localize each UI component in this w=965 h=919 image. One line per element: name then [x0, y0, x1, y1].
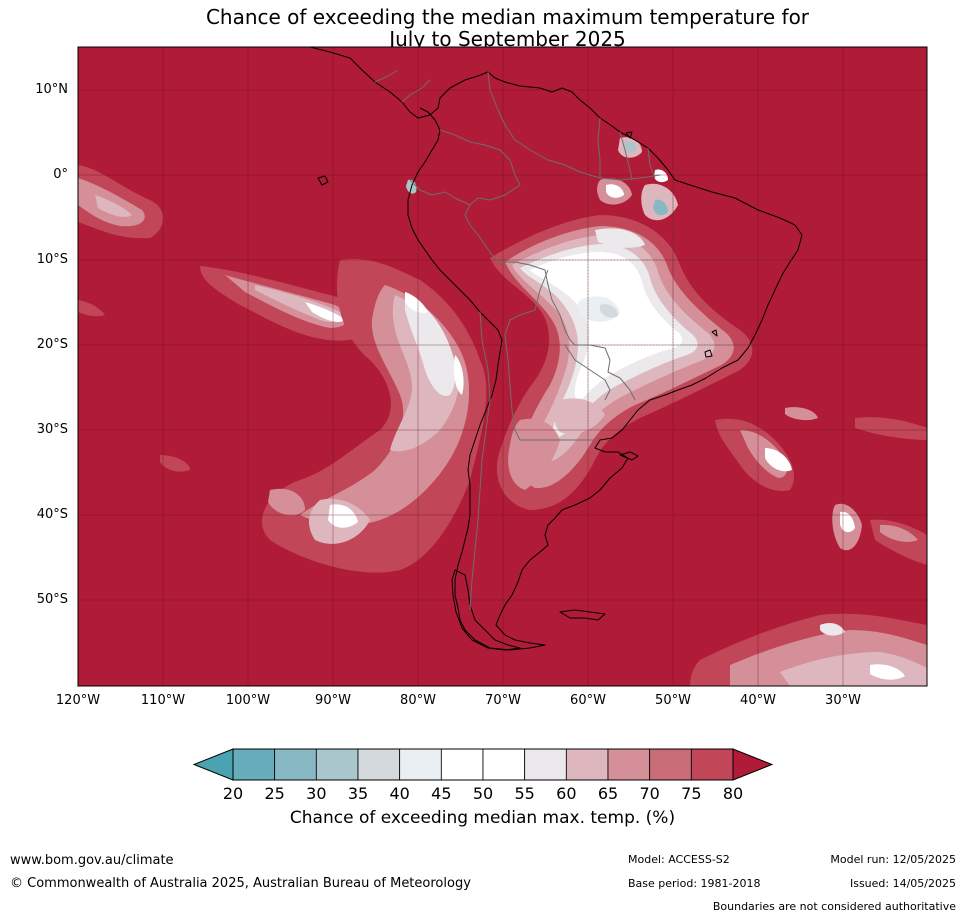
- map-background: [78, 47, 927, 686]
- longitude-label-50w: 50°W: [655, 693, 691, 708]
- colorbar-bin-50-55: [482, 748, 526, 781]
- colorbar-bin-60-65: [565, 748, 609, 781]
- colorbar-above-arrow: [732, 748, 774, 781]
- longitude-label-80w: 80°W: [400, 693, 436, 708]
- colorbar-tick-label: 60: [556, 784, 577, 803]
- colorbar: [192, 748, 774, 781]
- map-title-line-2: July to September 2025: [389, 27, 626, 51]
- footer-model-run: Model run: 12/05/2025: [830, 853, 956, 866]
- colorbar-below-arrow: [192, 748, 234, 781]
- colorbar-bin-25-30: [274, 748, 317, 781]
- latitude-label-20s: 20°S: [36, 337, 68, 352]
- longitude-label-60w: 60°W: [570, 693, 606, 708]
- longitude-label-70w: 70°W: [485, 693, 521, 708]
- longitude-label-30w: 30°W: [825, 693, 861, 708]
- colorbar-tick-label: 40: [389, 784, 410, 803]
- latitude-label-10n: 10°N: [35, 82, 68, 97]
- anomaly-region-east-pacific: [78, 165, 368, 341]
- longitude-label-90w: 90°W: [315, 693, 351, 708]
- colorbar-tick-label: 20: [222, 784, 244, 803]
- footer-url: www.bom.gov.au/climate: [10, 853, 174, 868]
- footer-issued: Issued: 14/05/2025: [849, 877, 956, 890]
- latitude-label-50s: 50°S: [36, 592, 68, 607]
- latitude-label-0: 0°: [53, 167, 68, 182]
- colorbar-frame: [232, 748, 734, 781]
- anomaly-region-south-atlantic: [690, 407, 927, 686]
- map-graticule-land: [500, 180, 800, 440]
- latitude-label-10s: 10°S: [36, 252, 68, 267]
- latitude-label-30s: 30°S: [36, 422, 68, 437]
- footer-model: Model: ACCESS-S2: [628, 853, 730, 866]
- colorbar-label: Chance of exceeding median max. temp. (%…: [289, 808, 676, 828]
- longitude-label-100w: 100°W: [225, 693, 271, 708]
- colorbar-bin-70-75: [649, 748, 692, 781]
- colorbar-tick-label: 80: [722, 784, 744, 803]
- forecast-map: [77, 46, 928, 687]
- colorbar-tick-label: 75: [681, 784, 702, 803]
- colorbar-tick-label: 25: [264, 784, 285, 803]
- colorbar-bin-45-50: [440, 748, 484, 781]
- map-frame: [77, 46, 928, 687]
- map-country-borders: [374, 69, 661, 611]
- colorbar-tick-label: 30: [306, 784, 327, 803]
- colorbar-bin-55-60: [524, 748, 567, 781]
- colorbar-tick-label: 45: [431, 784, 452, 803]
- longitude-label-120w: 120°W: [55, 693, 101, 708]
- colorbar-tick-label: 65: [597, 784, 619, 803]
- anomaly-region-north-brazil: [406, 137, 678, 221]
- colorbar-bin-40-45: [399, 748, 442, 781]
- colorbar-bin-30-35: [315, 748, 359, 781]
- map-coastline: [309, 47, 803, 651]
- footer-disclaimer: Boundaries are not considered authoritat…: [712, 900, 956, 913]
- colorbar-bin-35-40: [357, 748, 401, 781]
- colorbar-tick-label: 35: [347, 784, 369, 803]
- footer-copyright: © Commonwealth of Australia 2025, Austra…: [10, 876, 471, 891]
- anomaly-region-central-south-america: [490, 215, 753, 510]
- colorbar-tick-label: 70: [639, 784, 660, 803]
- colorbar-bin-65-70: [607, 748, 651, 781]
- colorbar-tick-label: 50: [472, 784, 494, 803]
- footer-base-period: Base period: 1981-2018: [628, 877, 761, 890]
- longitude-label-110w: 110°W: [140, 693, 186, 708]
- colorbar-bin-20-25: [232, 748, 276, 781]
- colorbar-bin-75-80: [690, 748, 734, 781]
- latitude-label-40s: 40°S: [36, 507, 68, 522]
- map-title-line-1: Chance of exceeding the median maximum t…: [205, 5, 810, 29]
- longitude-label-40w: 40°W: [740, 693, 776, 708]
- colorbar-tick-label: 55: [514, 784, 535, 803]
